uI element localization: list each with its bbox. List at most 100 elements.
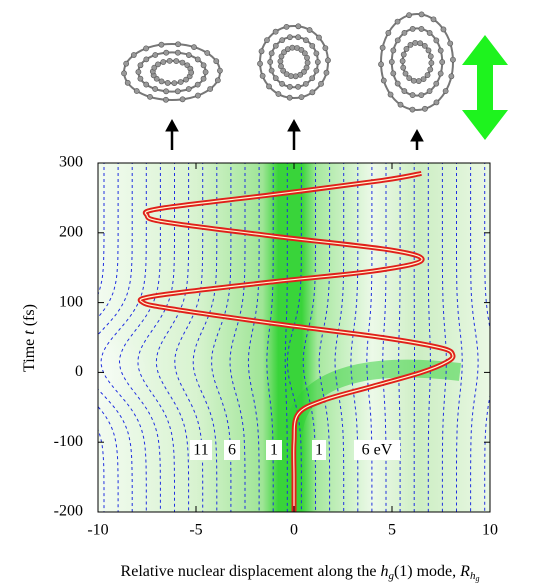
atom — [295, 84, 300, 89]
atom — [416, 78, 421, 83]
atom — [279, 81, 284, 86]
atom — [164, 50, 169, 55]
atom — [215, 78, 220, 83]
atom — [175, 50, 180, 55]
atom — [287, 95, 292, 100]
atom — [257, 61, 262, 66]
atom — [381, 78, 386, 83]
atom — [318, 81, 323, 86]
y-label-part: (fs) — [21, 304, 38, 330]
atom — [419, 12, 424, 17]
y-tick-label: -200 — [54, 503, 83, 520]
atom — [278, 64, 283, 69]
atom — [164, 89, 169, 94]
x-tick-label: -5 — [189, 522, 202, 539]
atom — [147, 94, 152, 99]
atom — [314, 51, 319, 56]
atom — [134, 88, 139, 93]
atom — [178, 79, 183, 84]
atom — [419, 93, 424, 98]
atom — [296, 35, 301, 40]
atom — [121, 71, 126, 76]
atom — [269, 51, 274, 56]
atom — [404, 46, 409, 51]
atom — [201, 76, 206, 81]
atom — [434, 38, 439, 43]
atom — [448, 41, 453, 46]
atom — [441, 27, 446, 32]
atom — [403, 71, 408, 76]
x-tick-label: 0 — [290, 522, 298, 539]
atom — [155, 62, 160, 67]
contour-line — [46, 161, 104, 513]
atom — [388, 92, 393, 97]
atom — [183, 77, 188, 82]
atom — [191, 45, 196, 50]
atom — [395, 19, 400, 24]
atom — [386, 30, 391, 35]
atom — [280, 38, 285, 43]
annotation: 11 — [193, 442, 208, 459]
x-label-part: Relative nuclear displacement along the — [121, 563, 381, 580]
atom — [431, 17, 436, 22]
atom — [380, 45, 385, 50]
y-axis-label: Time t (fs) — [21, 304, 38, 372]
atom — [443, 88, 448, 93]
atom — [273, 76, 278, 81]
atom — [422, 43, 427, 48]
atom — [428, 67, 433, 72]
atom — [428, 54, 433, 59]
atom — [378, 62, 383, 67]
atom — [287, 35, 292, 40]
atom — [293, 74, 298, 79]
atom — [410, 26, 415, 31]
atom — [174, 58, 179, 63]
atom — [434, 100, 439, 105]
molecules — [121, 12, 455, 112]
atom — [426, 48, 431, 53]
annotation: 6 eV — [362, 442, 393, 459]
atom — [165, 80, 170, 85]
atom — [310, 76, 315, 81]
atom — [427, 89, 432, 94]
atom — [153, 52, 158, 57]
atom — [310, 43, 315, 48]
atom — [278, 59, 283, 64]
atom — [296, 24, 301, 29]
y-tick-label: 100 — [59, 293, 83, 310]
atom — [266, 84, 271, 89]
atom — [316, 35, 321, 40]
atom — [391, 48, 396, 53]
atom — [408, 42, 413, 47]
atom — [419, 26, 424, 31]
atom — [323, 46, 328, 51]
atom — [131, 52, 136, 57]
atom — [189, 70, 194, 75]
atom — [276, 91, 281, 96]
atom — [325, 58, 330, 63]
y-tick-label: 300 — [59, 154, 83, 171]
atom — [410, 92, 415, 97]
atom — [434, 81, 439, 86]
atom — [208, 86, 213, 91]
atom — [195, 93, 200, 98]
x-tick-label: -10 — [87, 522, 108, 539]
atom — [290, 45, 295, 50]
atom — [172, 81, 177, 86]
atom — [159, 42, 164, 47]
atom — [284, 24, 289, 29]
atom — [407, 76, 412, 81]
atom — [203, 69, 208, 74]
atom — [299, 95, 304, 100]
atom — [305, 60, 310, 65]
atom — [400, 58, 405, 63]
atom — [125, 80, 130, 85]
x-axis-label: Relative nuclear displacement along the … — [121, 563, 480, 583]
x-label-part: h — [380, 563, 388, 580]
atom — [159, 79, 164, 84]
atom — [307, 27, 312, 32]
atom — [425, 72, 430, 77]
atom — [180, 97, 185, 102]
atom — [314, 68, 319, 73]
x-label-part: R — [459, 563, 470, 580]
